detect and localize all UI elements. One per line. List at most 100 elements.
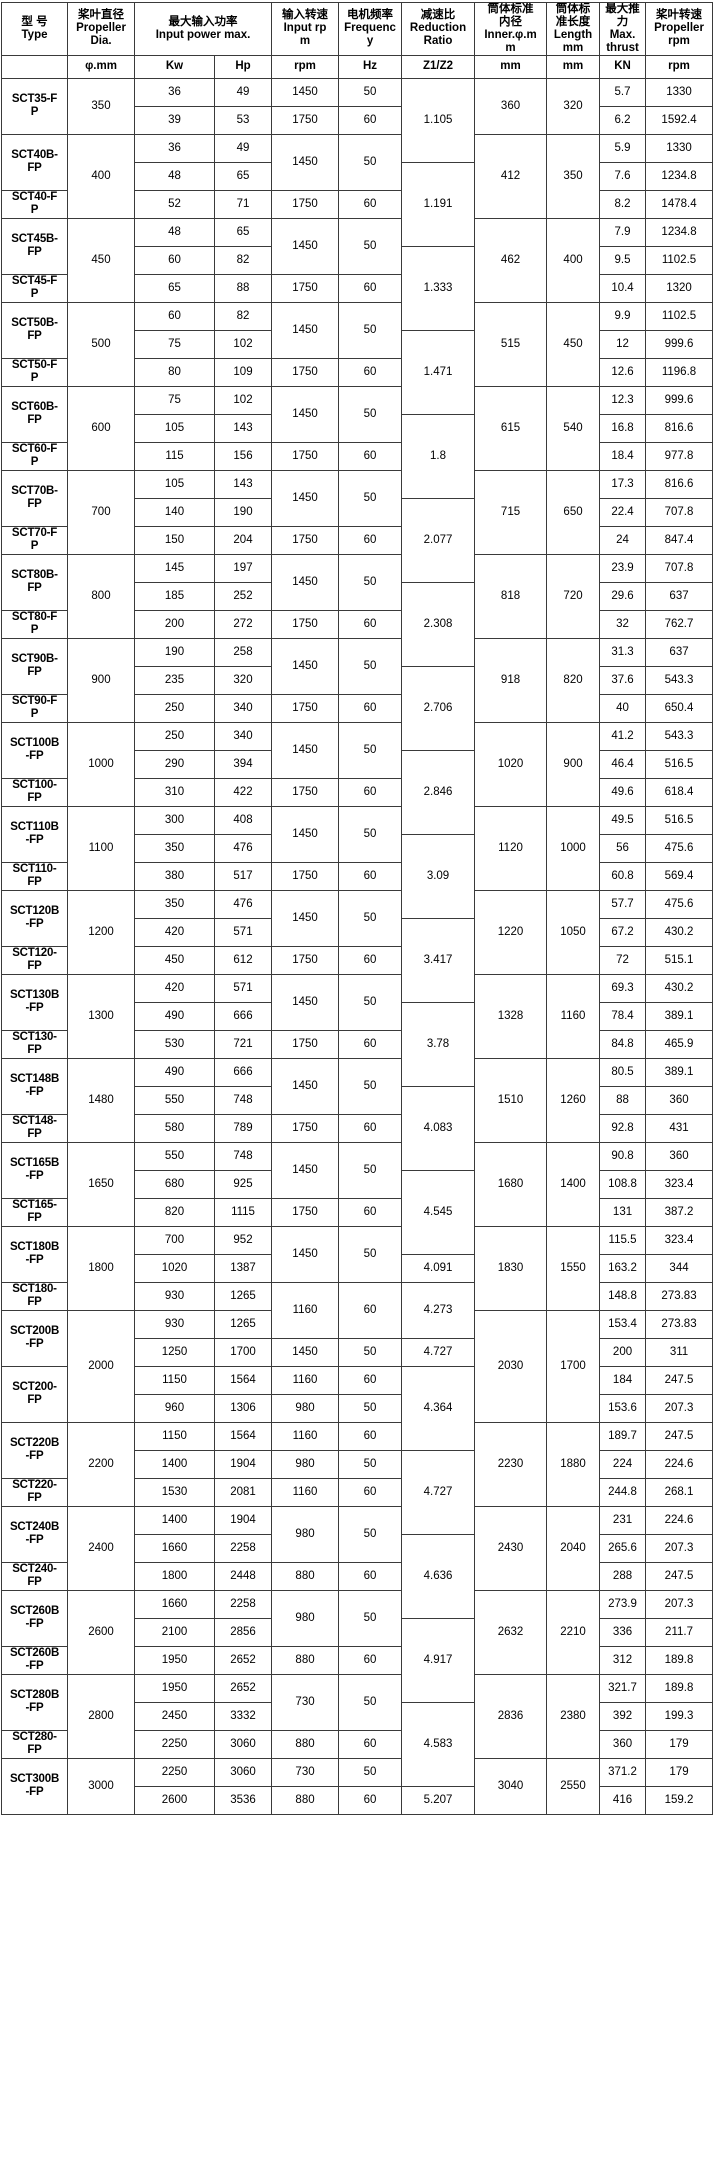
- input-rpm-cell: 1450: [271, 805, 340, 863]
- propeller-diameter-cell: 600: [67, 385, 135, 471]
- propeller-rpm-cell: 323.4: [645, 1169, 714, 1199]
- propeller-rpm-cell: 199.3: [645, 1701, 714, 1731]
- table-row: SCT80-F P 200 272 1750 60 32 762.7: [1, 609, 714, 639]
- tube-length-cell: 1160: [546, 973, 601, 1059]
- table-row: SCT110B -FP 1100 300 408 1450 50 1120 1000 49.5 51…: [1, 805, 714, 891]
- max-thrust-cell: 67.2: [599, 917, 647, 947]
- propeller-rpm-cell: 816.6: [645, 469, 714, 499]
- header-len-en2: mm: [562, 41, 584, 54]
- reduction-ratio-cell: 1.8: [401, 413, 476, 499]
- propeller-rpm-cell: 637: [645, 637, 714, 667]
- table-row: SCT240- FP 1800 2448 880 60 288 247.5: [1, 1561, 714, 1591]
- model-type-cell: SCT200B -FP: [1, 1309, 68, 1367]
- inner-diameter-cell: 462: [474, 217, 548, 303]
- input-power-hp-cell: 340: [213, 721, 273, 751]
- table-row: 290 394 2.846 46.4 516.5: [2, 749, 714, 835]
- max-thrust-cell: 23.9: [599, 553, 647, 583]
- frequency-cell: 50: [338, 385, 403, 443]
- model-type-cell: SCT40-F P: [1, 189, 68, 219]
- input-power-kw-cell: 36: [134, 77, 215, 107]
- input-power-kw-cell: 39: [134, 105, 215, 135]
- frequency-cell: 60: [338, 1645, 403, 1675]
- model-name-line1: SCT130B: [9, 989, 60, 1002]
- table-row: SCT148B -FP 1480 490 666 1450 50 1510 1260 80.5 38…: [1, 1057, 714, 1143]
- model-type-cell: SCT240B -FP: [1, 1505, 68, 1563]
- propeller-rpm-cell: 707.8: [645, 497, 714, 527]
- frequency-cell: 60: [338, 693, 403, 723]
- model-name-line1: SCT165B: [9, 1157, 60, 1170]
- tube-length-cell: 2550: [546, 1757, 601, 1815]
- table-row: SCT70B- FP 700 105 143 1450 50 715 650 17.3 816.6: [1, 469, 714, 555]
- input-power-kw-cell: 350: [134, 833, 215, 863]
- propeller-rpm-cell: 430.2: [645, 973, 714, 1003]
- tube-length-cell: 1550: [546, 1225, 601, 1311]
- input-rpm-cell: 1160: [271, 1365, 340, 1395]
- input-power-kw-cell: 490: [134, 1001, 215, 1031]
- inner-diameter-cell: 1120: [474, 805, 548, 891]
- frequency-cell: 50: [338, 637, 403, 695]
- unit-thrust: KN: [599, 54, 647, 79]
- model-type-cell: SCT80-F P: [1, 609, 68, 639]
- frequency-cell: 50: [338, 1337, 403, 1367]
- reduction-ratio-cell: 1.471: [401, 329, 476, 415]
- max-thrust-cell: 9.5: [599, 245, 647, 275]
- table-row: 185 252 2.308 29.6 637: [2, 581, 714, 667]
- max-thrust-cell: 392: [599, 1701, 647, 1731]
- propeller-rpm-cell: 311: [645, 1337, 714, 1367]
- input-power-kw-cell: 2100: [134, 1617, 215, 1647]
- max-thrust-cell: 31.3: [599, 637, 647, 667]
- frequency-cell: 60: [338, 1365, 403, 1395]
- table-row: 2600 3536 880 60 5.207 416 159.2: [2, 1785, 714, 1815]
- model-name-line2: FP: [27, 960, 42, 972]
- input-power-kw-cell: 1950: [134, 1673, 215, 1703]
- model-type-cell: SCT165- FP: [1, 1197, 68, 1227]
- max-thrust-cell: 78.4: [599, 1001, 647, 1031]
- model-type-cell: SCT90-F P: [1, 693, 68, 723]
- reduction-ratio-cell: 4.917: [401, 1617, 476, 1703]
- input-power-kw-cell: 1530: [134, 1477, 215, 1507]
- header-ratio-cn: 减速比: [420, 9, 456, 22]
- propeller-rpm-cell: 273.83: [645, 1309, 714, 1339]
- table-row: 420 571 3.417 67.2 430.2: [2, 917, 714, 1003]
- input-power-hp-cell: 49: [213, 77, 273, 107]
- input-rpm-cell: 1750: [271, 861, 340, 891]
- header-row-units: φ.mm Kw Hp rpm Hz Z1/Z2 mm mm KN rpm: [1, 54, 714, 79]
- max-thrust-cell: 9.9: [599, 301, 647, 331]
- input-power-kw-cell: 450: [134, 945, 215, 975]
- propeller-rpm-cell: 179: [645, 1757, 714, 1787]
- propeller-diameter-cell: 1200: [67, 889, 135, 975]
- propeller-diameter-cell: 500: [67, 301, 135, 387]
- model-name-line2: -FP: [25, 1338, 44, 1350]
- input-power-hp-cell: 3332: [213, 1701, 273, 1731]
- input-rpm-cell: 1750: [271, 357, 340, 387]
- model-type-cell: SCT220- FP: [1, 1477, 68, 1507]
- table-row: SCT200B -FP 2000 930 1265 2030 1700 153.4 273.83: [1, 1309, 714, 1423]
- propeller-rpm-cell: 360: [645, 1141, 714, 1171]
- propeller-rpm-cell: 1330: [645, 133, 714, 163]
- max-thrust-cell: 88: [599, 1085, 647, 1115]
- input-power-hp-cell: 666: [213, 1001, 273, 1031]
- input-power-hp-cell: 143: [213, 413, 273, 443]
- inner-diameter-cell: 2430: [474, 1505, 548, 1591]
- inner-diameter-cell: 1510: [474, 1057, 548, 1143]
- tube-length-cell: 350: [546, 133, 601, 219]
- input-rpm-cell: 880: [271, 1561, 340, 1591]
- input-power-hp-cell: 612: [213, 945, 273, 975]
- max-thrust-cell: 336: [599, 1617, 647, 1647]
- header-thrust-cn2: 力: [616, 15, 629, 28]
- frequency-cell: 60: [338, 1729, 403, 1759]
- propeller-rpm-cell: 475.6: [645, 889, 714, 919]
- max-thrust-cell: 80.5: [599, 1057, 647, 1087]
- model-type-cell: SCT240- FP: [1, 1561, 68, 1591]
- reduction-ratio-cell: 4.273: [401, 1281, 476, 1339]
- propeller-rpm-cell: 707.8: [645, 553, 714, 583]
- input-rpm-cell: 1750: [271, 441, 340, 471]
- table-row: SCT100B -FP 1000 250 340 1450 50 1020 900 41.2 543…: [1, 721, 714, 807]
- tube-length-cell: 2210: [546, 1589, 601, 1675]
- propeller-rpm-cell: 465.9: [645, 1029, 714, 1059]
- unit-length: mm: [546, 54, 601, 79]
- reduction-ratio-cell: 5.207: [401, 1785, 476, 1815]
- input-power-kw-cell: 145: [134, 553, 215, 583]
- input-power-hp-cell: 2856: [213, 1617, 273, 1647]
- input-power-hp-cell: 3536: [213, 1785, 273, 1815]
